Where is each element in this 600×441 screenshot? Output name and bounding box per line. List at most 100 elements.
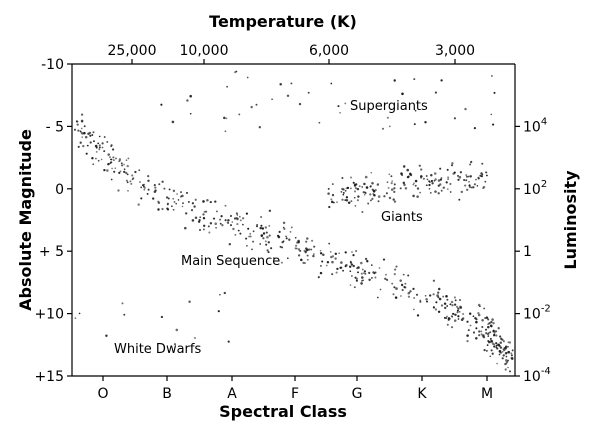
star-point	[467, 329, 470, 332]
star-point	[114, 167, 117, 170]
star-point	[416, 187, 420, 190]
star-point	[239, 219, 242, 222]
star-point	[231, 221, 234, 223]
star-point	[245, 212, 248, 215]
star-point	[199, 229, 201, 231]
star-point	[466, 175, 468, 178]
spectral-class-label: B	[162, 386, 172, 402]
star-point	[404, 187, 408, 190]
star-point	[341, 177, 344, 179]
star-point	[215, 210, 218, 213]
star-point	[459, 299, 461, 301]
star-point	[331, 260, 334, 264]
star-point	[505, 345, 508, 348]
star-point	[472, 315, 475, 318]
star-point	[504, 368, 507, 371]
star-point	[495, 342, 498, 345]
star-point	[248, 235, 250, 238]
star-point	[400, 283, 404, 287]
star-point	[344, 199, 347, 202]
star-point	[126, 164, 129, 168]
star-point	[418, 164, 421, 167]
star-point	[207, 225, 210, 228]
star-point	[91, 134, 94, 136]
star-point	[477, 313, 481, 317]
star-point	[305, 248, 309, 252]
star-point	[304, 251, 307, 254]
star-point	[306, 258, 309, 261]
star-point	[326, 260, 330, 264]
star-point	[353, 196, 356, 199]
star-point	[282, 240, 285, 243]
star-point	[489, 355, 492, 358]
star-point	[125, 159, 128, 162]
star-point	[268, 234, 271, 237]
star-point	[202, 228, 205, 231]
star-point	[475, 178, 477, 181]
star-point	[85, 152, 88, 155]
star-point	[393, 190, 396, 194]
star-point	[205, 210, 208, 213]
star-point	[247, 227, 250, 230]
star-point	[504, 362, 507, 366]
star-point	[217, 310, 220, 313]
star-point	[464, 107, 467, 111]
star-point	[425, 175, 428, 177]
star-point	[331, 183, 334, 186]
star-point	[229, 214, 233, 218]
star-point	[393, 187, 396, 190]
star-point	[484, 317, 487, 320]
star-point	[469, 163, 472, 166]
star-point	[431, 182, 434, 185]
star-point	[317, 276, 320, 279]
star-point	[160, 103, 163, 106]
y-tick-label: +10	[34, 307, 64, 323]
star-point	[437, 296, 440, 299]
star-point	[331, 193, 335, 197]
star-point	[223, 116, 226, 120]
star-point	[288, 238, 291, 241]
star-point	[261, 227, 265, 230]
star-point	[83, 131, 86, 135]
star-point	[457, 174, 459, 177]
star-point	[374, 276, 377, 279]
star-point	[456, 311, 459, 314]
star-point	[125, 179, 128, 182]
star-point	[469, 160, 473, 164]
star-point	[97, 142, 100, 145]
star-point	[468, 186, 472, 189]
star-point	[297, 248, 301, 251]
star-point	[354, 186, 358, 190]
star-point	[466, 339, 469, 343]
star-point	[298, 102, 302, 106]
spectral-class-label: G	[352, 386, 363, 402]
star-point	[388, 173, 391, 176]
star-point	[236, 223, 239, 226]
star-point	[212, 217, 216, 220]
star-point	[80, 119, 84, 123]
star-point	[419, 299, 422, 302]
star-point	[446, 315, 448, 318]
star-point	[191, 202, 195, 205]
star-point	[337, 105, 340, 108]
star-point	[146, 192, 149, 195]
star-point	[89, 134, 92, 137]
star-point	[157, 208, 160, 211]
star-point	[401, 92, 404, 96]
star-point	[138, 169, 141, 172]
star-point	[363, 270, 366, 273]
star-point	[488, 332, 490, 334]
star-point	[264, 226, 267, 229]
star-point	[406, 168, 410, 172]
star-point	[371, 181, 374, 185]
star-point	[490, 325, 493, 328]
star-point	[249, 233, 252, 235]
star-point	[198, 219, 201, 222]
star-point	[152, 197, 155, 200]
star-point	[349, 284, 352, 286]
star-point	[283, 227, 286, 230]
star-point	[460, 190, 463, 194]
star-point	[388, 125, 391, 128]
star-point	[237, 229, 240, 232]
star-point	[372, 190, 376, 193]
